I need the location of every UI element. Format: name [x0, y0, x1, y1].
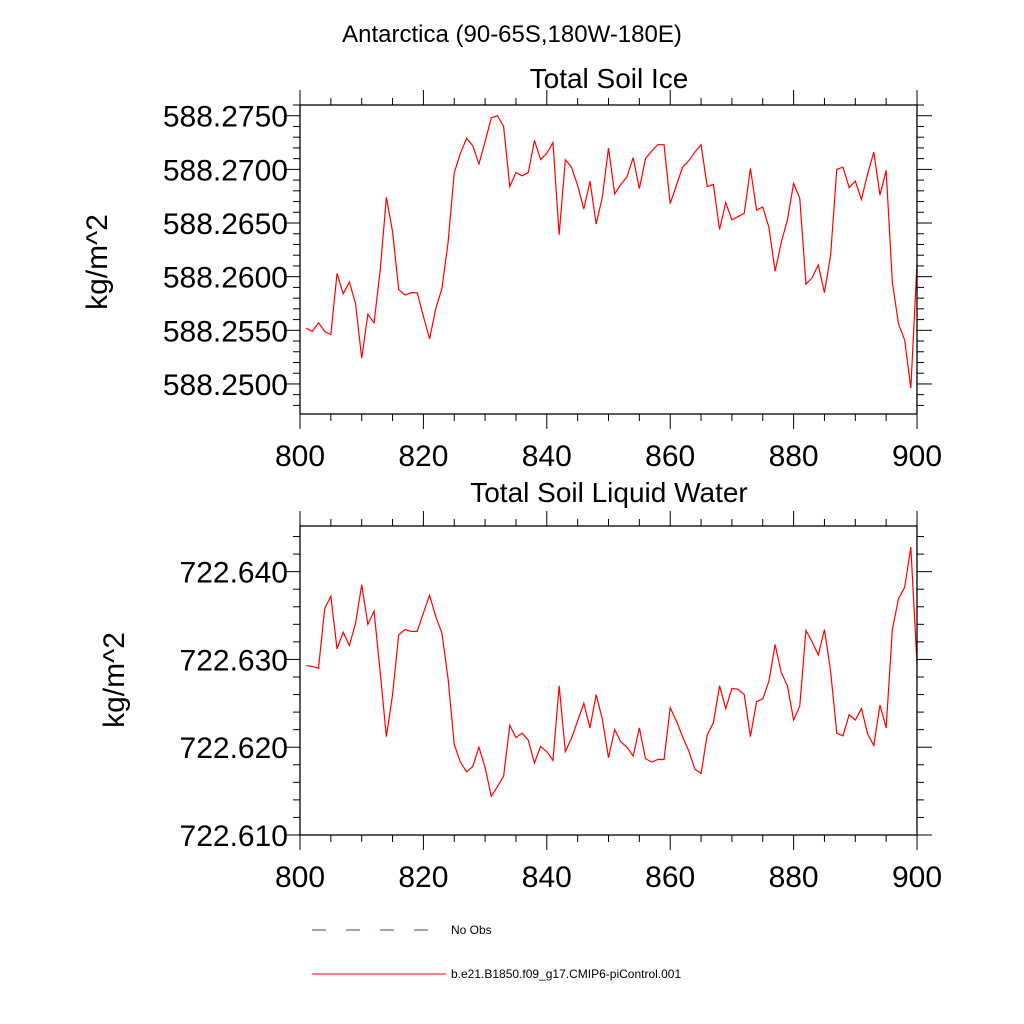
y-tick-label: 722.610: [180, 820, 288, 853]
series-line-soil-liquid-water: [306, 546, 918, 798]
panel-soil-liquid-water: Total Soil Liquid Water kg/m^2 722.61072…: [98, 477, 942, 894]
x-tick-label: 860: [645, 440, 695, 473]
x-tick-label: 900: [892, 861, 942, 894]
y-tick-label: 722.620: [180, 732, 288, 765]
x-tick-label: 840: [522, 440, 572, 473]
x-tick-labels-soil-ice: 800 820 840 860 880 900: [275, 440, 942, 473]
panel-title-soil-liquid-water: Total Soil Liquid Water: [470, 477, 748, 508]
plot-frame-soil-liquid-water: [299, 525, 918, 836]
x-tick-labels-soil-liquid-water: 800 820 840 860 880 900: [275, 861, 942, 894]
x-tick-label: 900: [892, 440, 942, 473]
axis-ticks-soil-liquid-water: [285, 511, 932, 850]
legend-model-label: b.e21.B1850.f09_g17.CMIP6-piControl.001: [451, 967, 681, 981]
y-axis-label-soil-liquid-water: kg/m^2: [98, 632, 131, 728]
x-tick-label: 820: [398, 440, 448, 473]
region-title: Antarctica (90-65S,180W-180E): [342, 21, 682, 48]
series-line-soil-ice: [305, 115, 918, 389]
panel-soil-ice: Total Soil Ice kg/m^2 588.2500588.255058…: [81, 63, 942, 473]
panel-title-soil-ice: Total Soil Ice: [530, 63, 689, 94]
y-tick-label: 588.2600: [163, 262, 288, 295]
x-tick-label: 820: [398, 861, 448, 894]
x-tick-label: 860: [645, 861, 695, 894]
y-tick-label: 722.640: [180, 557, 288, 590]
axis-ticks-soil-ice: [285, 90, 932, 429]
y-tick-labels-soil-liquid-water: 722.610 722.620 722.630 722.640: [180, 557, 288, 853]
y-tick-label: 588.2550: [163, 315, 288, 348]
x-tick-label: 800: [275, 440, 325, 473]
x-tick-label: 800: [275, 861, 325, 894]
y-axis-label-soil-ice: kg/m^2: [81, 214, 114, 310]
y-tick-label: 588.2500: [163, 369, 288, 402]
x-tick-label: 880: [769, 861, 819, 894]
y-tick-labels-soil-ice: 588.2500 588.2550 588.2600 588.2650 588.2700…: [163, 101, 288, 402]
y-tick-label: 588.2700: [163, 154, 288, 187]
y-tick-label: 588.2650: [163, 208, 288, 241]
x-tick-label: 840: [522, 861, 572, 894]
plot-frame-soil-ice: [299, 104, 918, 415]
legend-obs-label: No Obs: [451, 923, 492, 937]
y-tick-label: 722.630: [180, 644, 288, 677]
y-tick-label: 588.2750: [163, 101, 288, 134]
x-tick-label: 880: [769, 440, 819, 473]
legend: No Obs b.e21.B1850.f09_g17.CMIP6-piContr…: [312, 923, 681, 981]
